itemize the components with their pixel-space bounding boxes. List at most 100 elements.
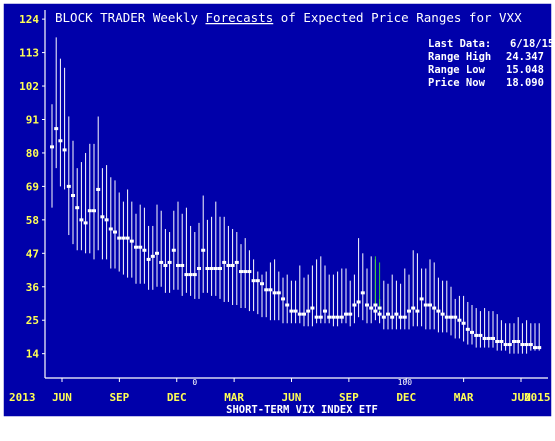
x-axis-marker-label: 0 (192, 378, 197, 387)
price-marker (428, 303, 432, 307)
y-axis-ticks: 14 25 36 47 58 69 80 91 102 113 124 (19, 13, 45, 361)
info-value-range-high: 24.347 (506, 51, 544, 63)
price-marker (423, 303, 428, 307)
price-marker (369, 306, 374, 310)
price-marker (159, 260, 164, 264)
price-marker (117, 236, 122, 240)
price-marker (310, 306, 315, 310)
price-marker (129, 239, 134, 243)
price-marker (268, 288, 273, 292)
range-bars (50, 37, 542, 354)
price-marker (201, 248, 206, 252)
price-marker (373, 303, 378, 307)
price-marker (62, 148, 67, 152)
price-marker (260, 282, 264, 286)
price-marker (239, 270, 243, 274)
y-tick-label: 113 (19, 47, 39, 60)
price-marker (243, 270, 248, 274)
price-marker (348, 312, 353, 316)
price-marker (470, 330, 474, 334)
price-marker (209, 267, 214, 271)
price-marker (255, 279, 260, 283)
price-marker (465, 327, 470, 331)
price-marker (331, 315, 336, 319)
price-marker (386, 312, 390, 316)
price-marker (264, 288, 269, 292)
info-label-range-high: Range High (428, 51, 491, 63)
price-marker (176, 263, 180, 267)
price-marker (432, 306, 437, 310)
price-marker (163, 263, 168, 267)
price-marker (537, 346, 542, 350)
price-marker (171, 248, 176, 252)
price-marker (188, 273, 193, 277)
x-axis-markers: 0 100 (192, 378, 412, 387)
price-marker (512, 340, 516, 344)
y-tick-label: 80 (26, 147, 39, 160)
price-marker (79, 218, 84, 222)
price-marker (222, 260, 227, 264)
footer-right-text: Copyright (c) 2015 blockdesk.com (343, 423, 546, 435)
x-tick-label: MAR (224, 391, 244, 404)
x-axis-title: SHORT-TERM VIX INDEX ETF (226, 404, 378, 416)
price-marker (180, 263, 185, 267)
price-marker (134, 245, 138, 249)
price-marker (407, 309, 411, 313)
info-label-range-low: Range Low (428, 64, 486, 76)
x-tick-label: SEP (109, 391, 129, 404)
x-tick-label: JUN (52, 391, 72, 404)
y-tick-label: 36 (26, 281, 40, 294)
price-marker (289, 309, 294, 313)
price-marker (495, 340, 500, 344)
price-marker (226, 263, 231, 267)
price-marker (449, 315, 453, 319)
price-marker (524, 343, 529, 347)
price-marker (482, 336, 487, 340)
info-box: Last Data: 6/18/15 Range High 24.347 Range… (428, 38, 554, 89)
price-marker (184, 273, 189, 277)
price-marker (478, 333, 483, 337)
year-end-label: 2015 (524, 391, 551, 404)
price-marker (87, 209, 92, 213)
x-axis-marker-label: 100 (398, 378, 413, 387)
price-marker (58, 139, 63, 143)
title-prefix: BLOCK TRADER Weekly (55, 10, 206, 25)
price-marker (528, 343, 533, 347)
price-marker (167, 260, 172, 264)
price-marker (365, 303, 369, 307)
price-marker (192, 273, 197, 277)
price-marker (415, 309, 420, 313)
price-marker (411, 306, 416, 310)
price-marker (302, 312, 306, 316)
info-label-price-now: Price Now (428, 77, 486, 89)
price-marker (276, 291, 281, 295)
price-marker (352, 303, 357, 307)
price-marker (327, 315, 332, 319)
price-marker (71, 194, 75, 198)
title-forecasts-link[interactable]: Forecasts (206, 10, 274, 25)
price-marker (533, 346, 537, 350)
price-marker (516, 340, 521, 344)
price-marker (146, 257, 151, 261)
price-marker (281, 297, 285, 301)
price-marker (457, 318, 462, 322)
x-tick-label: JUN (282, 391, 302, 404)
price-marker (373, 309, 378, 313)
price-marker (318, 315, 323, 319)
price-marker (444, 315, 449, 319)
price-marker (356, 300, 361, 304)
price-marker (108, 227, 113, 231)
price-marker (499, 340, 504, 344)
price-marker (251, 279, 256, 283)
price-marker (335, 315, 340, 319)
price-marker (440, 312, 445, 316)
y-tick-label: 14 (26, 348, 40, 361)
y-tick-label: 91 (26, 113, 40, 126)
year-start-label: 2013 (9, 391, 36, 404)
y-tick-label: 69 (26, 180, 39, 193)
price-marker (155, 251, 159, 255)
price-marker (390, 315, 395, 319)
price-marker (293, 309, 298, 313)
